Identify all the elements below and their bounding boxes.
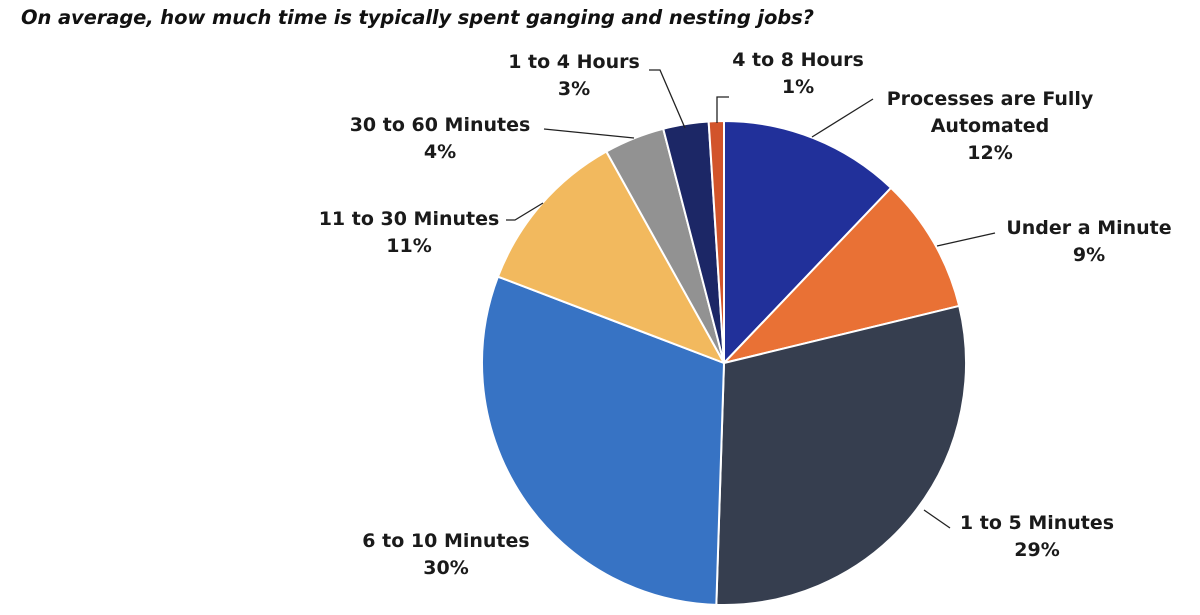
chart-title: On average, how much time is typically s… (21, 6, 814, 29)
leader-line-5 (506, 202, 544, 221)
pie-slice-3 (715, 304, 967, 606)
slice-name-1: Processes are Fully (887, 88, 1094, 110)
slice-label-8: 4 to 8 Hours 1% (732, 49, 864, 98)
slice-name-2: Under a Minute (1006, 217, 1171, 239)
slice-name-6: 30 to 60 Minutes (350, 114, 531, 136)
leader-line-1 (811, 98, 874, 138)
pie-slice-1 (723, 120, 892, 364)
leader-line-7 (649, 69, 686, 129)
slice-percent-2: 9% (1073, 244, 1105, 266)
slice-percent-1: 12% (967, 142, 1012, 164)
slice-name-4: 6 to 10 Minutes (362, 530, 529, 552)
leader-line-8 (716, 96, 729, 123)
leader-line-6 (543, 128, 635, 139)
slice-label-4: 6 to 10 Minutes 30% (362, 530, 529, 579)
pie-slice-8 (707, 120, 725, 364)
slice-percent-4: 30% (423, 557, 468, 579)
slice-percent-8: 1% (782, 76, 814, 98)
slice-label-3: 1 to 5 Minutes 29% (960, 512, 1114, 561)
slice-percent-3: 29% (1014, 539, 1059, 561)
slice-name-8: 4 to 8 Hours (732, 49, 864, 71)
slice-label-7: 1 to 4 Hours 3% (508, 51, 640, 100)
leader-line-2 (936, 232, 996, 247)
slice-name-3: 1 to 5 Minutes (960, 512, 1114, 534)
slice-percent-5: 11% (386, 235, 431, 257)
pie-slice-4 (481, 275, 725, 606)
slice-name-1: Automated (931, 115, 1050, 137)
slice-label-5: 11 to 30 Minutes 11% (319, 208, 500, 257)
slice-label-2: Under a Minute 9% (1006, 217, 1171, 266)
slice-label-1: Processes are Fully Automated 12% (887, 88, 1094, 164)
leader-line-3 (923, 509, 951, 529)
slice-name-7: 1 to 4 Hours (508, 51, 640, 73)
slice-label-6: 30 to 60 Minutes 4% (350, 114, 531, 163)
slice-name-5: 11 to 30 Minutes (319, 208, 500, 230)
slice-percent-6: 4% (424, 141, 456, 163)
slice-percent-7: 3% (558, 78, 590, 100)
